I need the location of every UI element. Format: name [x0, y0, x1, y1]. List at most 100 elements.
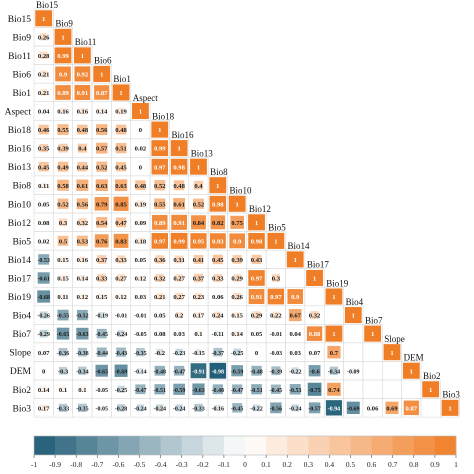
heatmap-square [138, 127, 143, 132]
colorbar-tick-label: -0.3 [176, 460, 188, 469]
colorbar-tick-label: 0.4 [325, 460, 335, 469]
heatmap-square [40, 404, 47, 411]
heatmap-square [228, 195, 246, 212]
heatmap-square [57, 161, 69, 172]
cell-value: 0.12 [115, 294, 127, 301]
heatmap-square [77, 124, 88, 135]
heatmap-square [409, 387, 414, 392]
heatmap-square [94, 196, 109, 211]
cell-value: 0.3 [59, 220, 68, 227]
cell-value: 0.02 [135, 146, 147, 153]
cell-value: -0.24 [115, 332, 128, 338]
diagonal-label: Bio4 [346, 297, 364, 307]
cell-value: -0.47 [134, 388, 147, 394]
heatmap-square [248, 232, 265, 249]
cell-value: 0.33 [96, 276, 108, 283]
heatmap-square [170, 140, 188, 157]
heatmap-square [213, 347, 223, 357]
heatmap-square [114, 364, 128, 377]
cell-value: 1 [61, 34, 64, 41]
heatmap-square [156, 293, 164, 300]
heatmap-square [154, 384, 166, 395]
heatmap-square [213, 273, 223, 283]
heatmap-square [308, 402, 321, 414]
cell-value: 0.76 [96, 238, 108, 245]
heatmap-square [94, 85, 110, 100]
heatmap-square [39, 311, 48, 319]
cell-value: 0.87 [406, 405, 418, 412]
cell-value: 0.48 [173, 183, 185, 190]
cell-value: -0.26 [37, 314, 50, 320]
heatmap-square [96, 328, 107, 339]
heatmap-square [59, 275, 67, 281]
cell-value: 1 [139, 109, 142, 116]
heatmap-square [293, 275, 298, 281]
heatmap-square [192, 383, 205, 396]
cell-value: 0.97 [251, 276, 263, 283]
heatmap-square [210, 215, 226, 230]
cell-value: 1 [274, 238, 277, 245]
heatmap-square [79, 256, 86, 263]
colorbar-segment [76, 436, 98, 455]
heatmap-square [59, 256, 67, 263]
cell-value: 0.17 [193, 313, 205, 320]
heatmap-square [154, 180, 166, 191]
colorbar-tick-label: 0.8 [409, 460, 419, 469]
heatmap-square [267, 232, 285, 249]
cell-value: 0.7 [330, 350, 339, 357]
heatmap-square [58, 366, 68, 375]
colorbar-segment [392, 436, 415, 455]
heatmap-square [403, 400, 419, 416]
heatmap-square [252, 311, 261, 319]
cell-value: -0.25 [231, 351, 244, 357]
cell-value: 1 [448, 405, 451, 412]
cell-value: 0 [139, 164, 143, 171]
colorbar-tick-label: -1 [31, 460, 37, 469]
heatmap-square [138, 164, 143, 169]
cell-value: 0.2 [175, 313, 184, 320]
heatmap-square [251, 384, 262, 395]
heatmap-square [151, 158, 169, 175]
colorbar-segment [55, 436, 77, 455]
cell-value: 0.06 [212, 294, 224, 301]
cell-value: 0.45 [38, 164, 50, 171]
heatmap-square [41, 201, 47, 207]
cell-value: 0.46 [38, 127, 50, 134]
heatmap-square [214, 311, 222, 319]
cell-value: 0.27 [115, 276, 127, 283]
heatmap-square [60, 386, 66, 392]
cell-value: -0.69 [115, 369, 128, 375]
heatmap-square [96, 124, 108, 135]
heatmap-square [292, 349, 298, 355]
heatmap-square [270, 384, 281, 395]
heatmap-square [137, 275, 144, 281]
cell-value: 0.55 [57, 127, 69, 134]
cell-value: 0.52 [96, 164, 108, 171]
cell-value: 0.11 [38, 183, 49, 190]
heatmap-square [39, 143, 49, 153]
cell-value: 0.51 [115, 146, 127, 153]
heatmap-square [346, 401, 360, 415]
heatmap-square [171, 214, 187, 230]
cell-value: -0.45 [95, 332, 108, 338]
heatmap-square [79, 293, 86, 300]
heatmap-square [212, 384, 223, 395]
heatmap-square [327, 345, 341, 359]
heatmap-square [41, 238, 46, 244]
heatmap-square [98, 293, 105, 300]
heatmap-square [214, 404, 221, 411]
cell-value: 0.22 [270, 313, 282, 320]
heatmap-square [137, 237, 144, 245]
heatmap-square [351, 331, 356, 336]
cell-value: 0.17 [38, 405, 50, 412]
row-label: Bio7 [13, 330, 32, 340]
cell-value: 0.12 [135, 276, 147, 283]
heatmap-square [214, 330, 221, 337]
heatmap-square [136, 404, 145, 412]
heatmap-square [137, 257, 143, 262]
colorbar-segment [350, 436, 372, 455]
cell-value: 0.4 [194, 183, 203, 190]
heatmap-square [327, 382, 341, 396]
cell-value: 1 [177, 146, 180, 153]
heatmap-square [310, 311, 319, 320]
